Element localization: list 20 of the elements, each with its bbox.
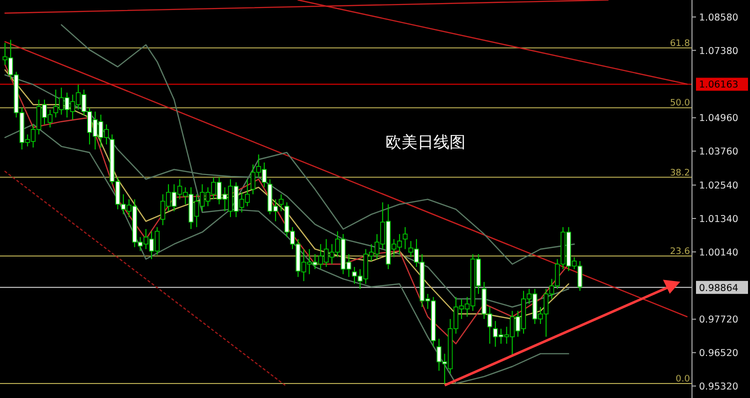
y-tick-label: 1.07380 [699, 46, 738, 57]
y-tick-label: 1.04960 [699, 113, 738, 124]
y-tick-label: 1.08580 [699, 12, 738, 24]
y-tick-label: 1.03760 [699, 146, 738, 158]
annotation: 61.8 [670, 38, 690, 49]
ref-line-label: 0.98864 [699, 282, 738, 294]
annotation: 38.2 [670, 168, 690, 178]
y-tick-label: 0.96520 [699, 348, 738, 360]
candlestick [278, 194, 284, 212]
y-tick-label: 1.02540 [699, 180, 738, 192]
annotation: 0.0 [676, 374, 690, 385]
y-tick-label: 1.01340 [699, 214, 738, 225]
annotation: 23.6 [670, 247, 690, 258]
ref-line-label: 1.06163 [699, 80, 738, 91]
y-tick-label: 0.97720 [699, 314, 738, 326]
y-tick-label: 1.00140 [699, 247, 738, 258]
y-tick-label: 0.95320 [699, 382, 738, 393]
annotation: 50.0 [670, 98, 690, 109]
text: 欧美日线图 [385, 132, 466, 152]
candlestick [402, 226, 408, 250]
